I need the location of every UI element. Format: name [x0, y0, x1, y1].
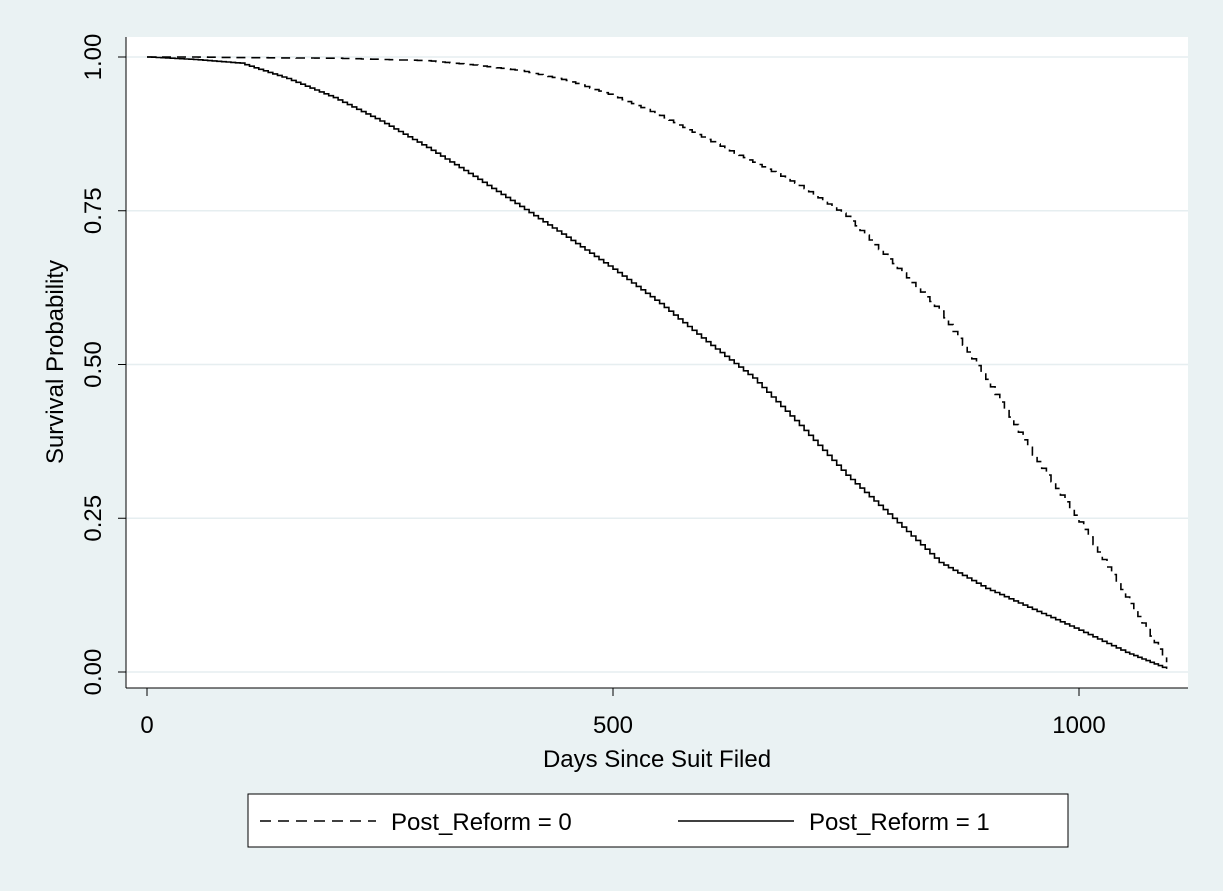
y-tick-label-2: 0.50 [80, 341, 107, 388]
y-ticks: 0.00 0.25 0.50 0.75 1.00 [80, 34, 126, 696]
legend-label-series-0: Post_Reform = 0 [391, 809, 572, 836]
legend-box [247, 793, 1069, 848]
y-tick-label-1: 0.25 [80, 495, 107, 542]
grid-lines [126, 56, 1188, 673]
plot-area [126, 37, 1188, 688]
y-tick-label-4: 1.00 [80, 34, 107, 81]
x-tick-label-2: 1000 [1052, 712, 1105, 739]
axes [125, 37, 1188, 689]
x-axis-label: Days Since Suit Filed [543, 746, 771, 773]
x-tick-label-0: 0 [140, 712, 153, 739]
legend-label-series-1: Post_Reform = 1 [809, 809, 990, 836]
x-tick-label-1: 500 [593, 712, 633, 739]
series-line-0 [147, 56, 1168, 663]
series-layer [147, 56, 1168, 669]
y-tick-label-0: 0.00 [80, 649, 107, 696]
y-axis-label: Survival Probability [42, 260, 69, 464]
y-tick-label-3: 0.75 [80, 187, 107, 234]
x-ticks: 0 500 1000 [140, 688, 1106, 739]
series-line-1 [147, 56, 1168, 669]
legend: Post_Reform = 0 Post_Reform = 1 [247, 793, 1069, 848]
